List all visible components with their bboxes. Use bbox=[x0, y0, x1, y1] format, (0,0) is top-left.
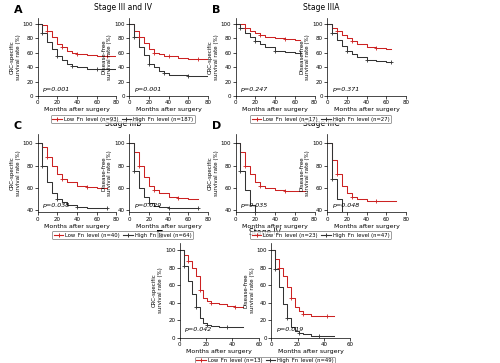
Text: D: D bbox=[212, 121, 221, 131]
X-axis label: Months after surgery: Months after surgery bbox=[186, 349, 252, 354]
Y-axis label: Disease-free
survival rate (%): Disease-free survival rate (%) bbox=[101, 34, 112, 80]
Text: A: A bbox=[14, 5, 22, 15]
X-axis label: Months after surgery: Months after surgery bbox=[242, 107, 308, 113]
X-axis label: Months after surgery: Months after surgery bbox=[334, 107, 400, 113]
Text: p=0.029: p=0.029 bbox=[134, 203, 161, 208]
Y-axis label: Disease-free
survival rate (%): Disease-free survival rate (%) bbox=[101, 150, 112, 196]
Y-axis label: Disease-free
survival rate (%): Disease-free survival rate (%) bbox=[244, 268, 254, 313]
Text: Stage IIIA: Stage IIIA bbox=[302, 3, 339, 12]
Text: Stage IIIC: Stage IIIC bbox=[302, 119, 339, 128]
X-axis label: Months after surgery: Months after surgery bbox=[136, 107, 202, 113]
Text: p=0.001: p=0.001 bbox=[42, 86, 70, 91]
Text: Stage III and IV: Stage III and IV bbox=[94, 3, 152, 12]
Y-axis label: CRC-specific
survival rate (%): CRC-specific survival rate (%) bbox=[152, 268, 163, 313]
Text: p=0.001: p=0.001 bbox=[134, 86, 161, 91]
Text: p=0.371: p=0.371 bbox=[332, 86, 359, 91]
Text: E: E bbox=[156, 230, 164, 240]
Text: p=0.042: p=0.042 bbox=[184, 327, 212, 332]
Text: p=0.048: p=0.048 bbox=[332, 203, 359, 208]
Legend: Low  Fn  level (n=40), High  Fn  level (n=64): Low Fn level (n=40), High Fn level (n=64… bbox=[52, 231, 194, 240]
Text: Stage IIIB: Stage IIIB bbox=[104, 119, 141, 128]
X-axis label: Months after surgery: Months after surgery bbox=[136, 224, 202, 229]
Text: B: B bbox=[212, 5, 220, 15]
X-axis label: Months after surgery: Months after surgery bbox=[44, 107, 110, 113]
X-axis label: Months after surgery: Months after surgery bbox=[334, 224, 400, 229]
X-axis label: Months after surgery: Months after surgery bbox=[278, 349, 344, 354]
Text: p=0.038: p=0.038 bbox=[42, 203, 70, 208]
X-axis label: Months after surgery: Months after surgery bbox=[44, 224, 110, 229]
Y-axis label: CRC-specific
survival rate (%): CRC-specific survival rate (%) bbox=[10, 150, 21, 196]
Legend: Low  Fn  level (n=93), High  Fn  level (n=187): Low Fn level (n=93), High Fn level (n=18… bbox=[50, 115, 195, 123]
Text: p=0.247: p=0.247 bbox=[240, 86, 268, 91]
Y-axis label: CRC-specific
survival rate (%): CRC-specific survival rate (%) bbox=[208, 150, 219, 196]
X-axis label: Months after surgery: Months after surgery bbox=[242, 224, 308, 229]
Y-axis label: Disease-free
survival rate (%): Disease-free survival rate (%) bbox=[299, 150, 310, 196]
Y-axis label: Disease-free
survival rate (%): Disease-free survival rate (%) bbox=[299, 34, 310, 80]
Text: C: C bbox=[14, 121, 22, 131]
Legend: Low  Fn  level (n=13), High  Fn  level (n=49): Low Fn level (n=13), High Fn level (n=49… bbox=[194, 356, 336, 363]
Text: p=0.019: p=0.019 bbox=[276, 327, 303, 332]
Legend: Low  Fn  level (n=23), High  Fn  level (n=47): Low Fn level (n=23), High Fn level (n=47… bbox=[250, 231, 391, 240]
Legend: Low  Fn  level (n=17), High  Fn  level (n=27): Low Fn level (n=17), High Fn level (n=27… bbox=[250, 115, 392, 123]
Text: p=0.035: p=0.035 bbox=[240, 203, 268, 208]
Text: Stage IV: Stage IV bbox=[249, 228, 281, 237]
Y-axis label: CRC-specific
survival rate (%): CRC-specific survival rate (%) bbox=[10, 34, 21, 80]
Y-axis label: CRC-specific
survival rate (%): CRC-specific survival rate (%) bbox=[208, 34, 219, 80]
